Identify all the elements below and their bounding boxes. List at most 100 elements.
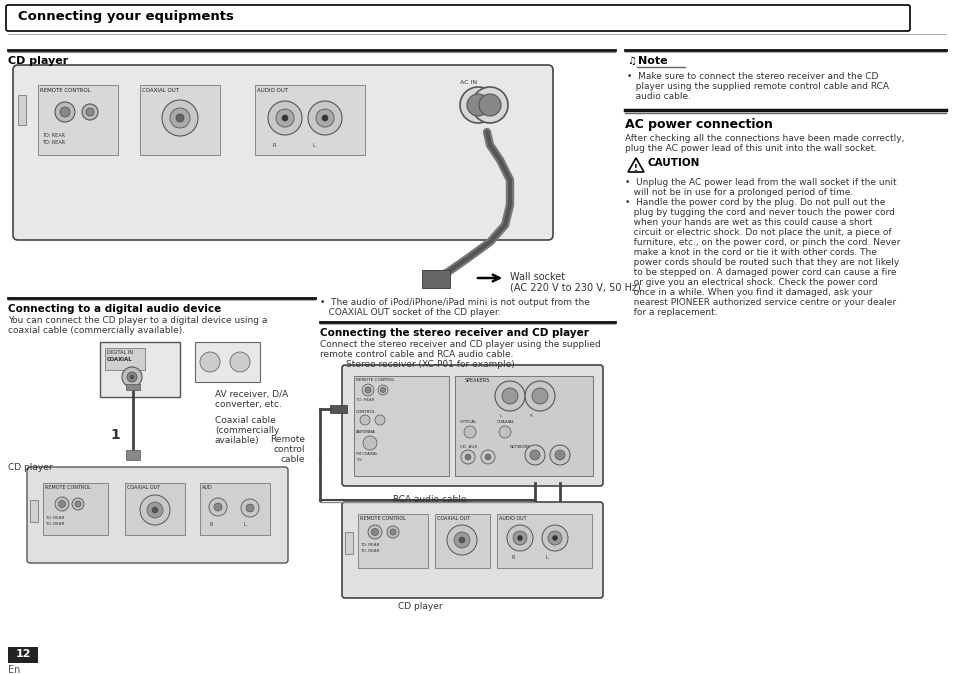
Circle shape xyxy=(377,385,388,395)
Circle shape xyxy=(162,100,198,136)
Circle shape xyxy=(506,525,533,551)
Circle shape xyxy=(460,450,475,464)
Text: coaxial cable (commercially available).: coaxial cable (commercially available). xyxy=(8,326,185,335)
Circle shape xyxy=(127,372,137,382)
Text: circuit or electric shock. Do not place the unit, a piece of: circuit or electric shock. Do not place … xyxy=(624,228,891,237)
Circle shape xyxy=(268,101,302,135)
Text: REMOTE CONTROL: REMOTE CONTROL xyxy=(40,88,91,93)
Text: REMOTE CONTROL: REMOTE CONTROL xyxy=(355,378,395,382)
Circle shape xyxy=(517,536,522,541)
Text: plug by tugging the cord and never touch the power cord: plug by tugging the cord and never touch… xyxy=(624,208,894,217)
Circle shape xyxy=(140,495,170,525)
Circle shape xyxy=(170,108,190,128)
Text: (commercially: (commercially xyxy=(214,426,279,435)
Bar xyxy=(30,500,38,522)
Text: !: ! xyxy=(634,164,638,173)
Bar xyxy=(43,483,108,535)
Text: CAUTION: CAUTION xyxy=(647,158,700,168)
Bar xyxy=(125,483,185,535)
Bar xyxy=(330,405,347,413)
Circle shape xyxy=(552,536,557,541)
Text: 1: 1 xyxy=(110,428,120,442)
Text: Wall socket: Wall socket xyxy=(510,272,564,282)
Text: power cords should be routed such that they are not likely: power cords should be routed such that t… xyxy=(624,258,899,267)
Circle shape xyxy=(175,114,184,122)
Text: L: L xyxy=(499,414,501,418)
Circle shape xyxy=(484,454,491,460)
Text: nearest PIONEER authorized service centre or your dealer: nearest PIONEER authorized service centr… xyxy=(624,298,895,307)
Text: TO: REAR: TO: REAR xyxy=(45,516,65,520)
Circle shape xyxy=(547,531,561,545)
Bar xyxy=(357,514,428,568)
Circle shape xyxy=(495,381,524,411)
Circle shape xyxy=(365,387,371,393)
Text: •  Handle the power cord by the plug. Do not pull out the: • Handle the power cord by the plug. Do … xyxy=(624,198,884,207)
Text: R: R xyxy=(210,522,213,527)
Circle shape xyxy=(241,499,258,517)
Circle shape xyxy=(532,388,547,404)
Circle shape xyxy=(530,450,539,460)
Circle shape xyxy=(463,426,476,438)
Text: AC power connection: AC power connection xyxy=(624,118,772,131)
Circle shape xyxy=(472,87,507,123)
Bar xyxy=(126,384,140,390)
Text: AUD: AUD xyxy=(202,485,213,490)
Circle shape xyxy=(387,526,398,538)
Circle shape xyxy=(380,388,385,392)
Circle shape xyxy=(447,525,476,555)
Text: when your hands are wet as this could cause a short: when your hands are wet as this could ca… xyxy=(624,218,872,227)
Text: Coaxial cable: Coaxial cable xyxy=(214,416,275,425)
Circle shape xyxy=(308,101,341,135)
Circle shape xyxy=(480,450,495,464)
Bar xyxy=(18,95,26,125)
Text: SPEAKERS: SPEAKERS xyxy=(464,378,490,383)
Text: NETWORK: NETWORK xyxy=(510,445,531,449)
Circle shape xyxy=(75,501,81,507)
Bar xyxy=(345,532,353,554)
Text: REMOTE CONTROL: REMOTE CONTROL xyxy=(45,485,91,490)
Circle shape xyxy=(82,104,98,120)
Circle shape xyxy=(152,507,158,513)
Text: COAXIAL OUT: COAXIAL OUT xyxy=(127,485,160,490)
Circle shape xyxy=(513,531,526,545)
Bar xyxy=(421,270,450,288)
Circle shape xyxy=(467,94,489,116)
Text: •  Unplug the AC power lead from the wall socket if the unit: • Unplug the AC power lead from the wall… xyxy=(624,178,896,187)
Text: TO: REAR: TO: REAR xyxy=(42,133,65,138)
Text: RCA audio cable: RCA audio cable xyxy=(393,495,466,504)
Circle shape xyxy=(478,94,500,116)
Polygon shape xyxy=(627,158,643,172)
Text: COAXIAL OUT: COAXIAL OUT xyxy=(436,516,470,521)
Circle shape xyxy=(359,415,370,425)
Circle shape xyxy=(122,367,142,387)
Circle shape xyxy=(498,426,511,438)
Text: will not be in use for a prolonged period of time.: will not be in use for a prolonged perio… xyxy=(624,188,852,197)
Circle shape xyxy=(86,108,94,116)
Text: AC IN: AC IN xyxy=(459,80,476,85)
Text: OPTICAL: OPTICAL xyxy=(459,420,476,424)
Bar xyxy=(497,514,592,568)
Circle shape xyxy=(60,107,70,117)
FancyBboxPatch shape xyxy=(341,365,602,486)
Text: audio cable.: audio cable. xyxy=(626,92,690,101)
Circle shape xyxy=(390,529,395,535)
Text: cable: cable xyxy=(280,455,305,464)
FancyBboxPatch shape xyxy=(27,467,288,563)
Text: make a knot in the cord or tie it with other cords. The: make a knot in the cord or tie it with o… xyxy=(624,248,876,257)
Circle shape xyxy=(361,384,374,396)
Text: L: L xyxy=(313,143,315,148)
Text: FM COAXIAL: FM COAXIAL xyxy=(355,452,377,456)
Bar xyxy=(435,514,490,568)
Text: You can connect the CD player to a digital device using a: You can connect the CD player to a digit… xyxy=(8,316,267,325)
Text: player using the supplied remote control cable and RCA: player using the supplied remote control… xyxy=(626,82,888,91)
Bar xyxy=(126,450,140,460)
Text: ♫: ♫ xyxy=(626,56,635,66)
Text: DIGITAL IN: DIGITAL IN xyxy=(107,350,132,355)
Text: Connecting the stereo receiver and CD player: Connecting the stereo receiver and CD pl… xyxy=(319,328,588,338)
Text: R: R xyxy=(530,414,533,418)
Bar xyxy=(100,342,180,397)
Text: TO: REAR: TO: REAR xyxy=(359,549,379,553)
Text: Connecting to a digital audio device: Connecting to a digital audio device xyxy=(8,304,221,314)
Text: remote control cable and RCA audio cable.: remote control cable and RCA audio cable… xyxy=(319,350,513,359)
Circle shape xyxy=(315,109,334,127)
